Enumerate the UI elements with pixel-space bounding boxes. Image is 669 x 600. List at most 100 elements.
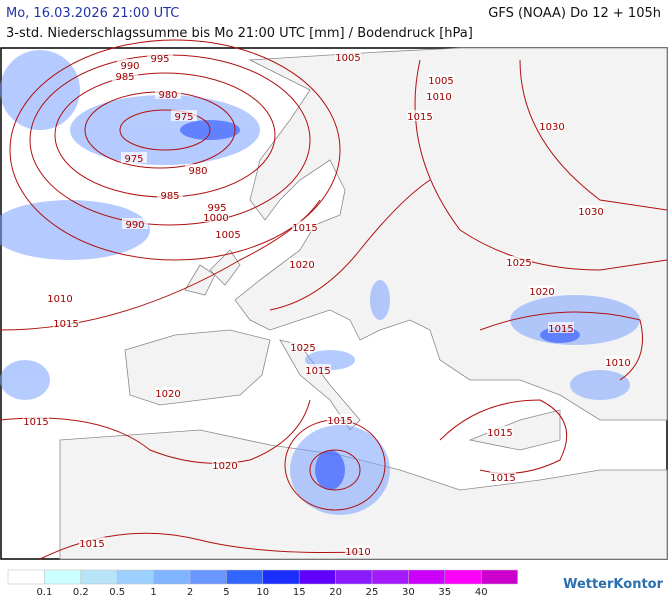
isobar-label-bg xyxy=(426,90,452,101)
isobar-label: 1020 xyxy=(212,461,237,472)
legend-swatch xyxy=(153,569,191,585)
legend-swatch xyxy=(298,569,336,585)
isobar-label: 990 xyxy=(125,220,144,231)
isobar-label: 1005 xyxy=(215,230,240,241)
isobar-label: 1010 xyxy=(605,358,630,369)
isobar-label: 995 xyxy=(150,54,169,65)
legend-label: 40 xyxy=(475,587,488,598)
isobar-label-bg xyxy=(292,221,318,232)
legend-label: 2 xyxy=(187,587,193,598)
isobar-label-bg xyxy=(487,426,513,437)
isobar-label: 975 xyxy=(124,154,143,165)
legend-label: 35 xyxy=(438,587,451,598)
isobar-label: 980 xyxy=(158,90,177,101)
legend-label: 1 xyxy=(150,587,156,598)
isobar-label: 985 xyxy=(160,191,179,202)
isobar-label-bg xyxy=(490,471,516,482)
isobar-label: 1015 xyxy=(23,417,48,428)
isobar-label: 1015 xyxy=(407,112,432,123)
isobar-label-bg xyxy=(203,211,229,222)
isobar-label: 1025 xyxy=(506,258,531,269)
legend-label: 0.5 xyxy=(109,587,125,598)
isobar-label: 1010 xyxy=(426,92,451,103)
isobar-label-bg xyxy=(117,59,143,70)
isobar-label-bg xyxy=(290,341,316,352)
isobar-label-bg xyxy=(122,218,148,229)
isobar-label: 1000 xyxy=(203,213,228,224)
isobar-label-bg xyxy=(578,205,604,216)
legend-swatch xyxy=(189,569,227,585)
isobar-label: 1015 xyxy=(327,416,352,427)
isobar-label: 1015 xyxy=(548,324,573,335)
isobar-label-bg xyxy=(185,164,211,175)
legend-label: 15 xyxy=(293,587,306,598)
isobar-label-bg xyxy=(605,356,631,367)
legend-swatch xyxy=(262,569,300,585)
isobar-label: 1030 xyxy=(539,122,564,133)
isobar-label: 1015 xyxy=(305,366,330,377)
isobar-label: 1015 xyxy=(490,473,515,484)
legend-swatch xyxy=(116,569,154,585)
legend-swatch xyxy=(7,569,45,585)
isobar-label: 1010 xyxy=(47,294,72,305)
valid-time: Mo, 16.03.2026 21:00 UTC xyxy=(6,6,180,21)
legend-label: 10 xyxy=(256,587,269,598)
isobar-label: 1020 xyxy=(155,389,180,400)
map-subtitle: 3-std. Niederschlagssumme bis Mo 21:00 U… xyxy=(6,26,473,41)
legend-label: 0.2 xyxy=(73,587,89,598)
isobar-label-bg xyxy=(289,258,315,269)
legend-swatch xyxy=(226,569,264,585)
isobar-label: 975 xyxy=(174,112,193,123)
isobar-label-bg xyxy=(47,292,73,303)
isobar-label: 1025 xyxy=(290,343,315,354)
isobar-label: 990 xyxy=(120,61,139,72)
isobar-label-bg xyxy=(345,545,371,556)
isobar-label: 1015 xyxy=(487,428,512,439)
legend-swatch xyxy=(371,569,409,585)
brand: WetterKontor xyxy=(563,577,664,592)
legend-label: 0.1 xyxy=(36,587,52,598)
isobar-label: 995 xyxy=(207,203,226,214)
isobar-label-bg xyxy=(539,120,565,131)
isobar-label: 985 xyxy=(115,72,134,83)
isobar-label: 1005 xyxy=(428,76,453,87)
isobar-label-bg xyxy=(407,110,433,121)
isobar-label-bg xyxy=(335,51,361,62)
isobar-label-bg xyxy=(215,228,241,239)
legend-swatch xyxy=(44,569,82,585)
isobar-label-bg xyxy=(155,387,181,398)
legend-swatch xyxy=(408,569,446,585)
legend-swatch xyxy=(80,569,118,585)
isobar-label-bg xyxy=(23,415,49,426)
isobar-label-bg xyxy=(157,189,183,200)
isobar-label-bg xyxy=(171,110,197,121)
isobar-label-bg xyxy=(548,322,574,333)
isobar-label: 1015 xyxy=(53,319,78,330)
isobar-label: 1015 xyxy=(79,539,104,550)
isobar-label-bg xyxy=(112,70,138,81)
isobar-label-bg xyxy=(506,256,532,267)
isobar-label: 1010 xyxy=(345,547,370,558)
isobar-label: 980 xyxy=(188,166,207,177)
isobar-label-bg xyxy=(428,74,454,85)
isobar-label: 1020 xyxy=(529,287,554,298)
isobar-label-bg xyxy=(155,88,181,99)
legend-swatch xyxy=(335,569,373,585)
isobar-label-bg xyxy=(79,537,105,548)
isobar-label-bg xyxy=(204,201,230,212)
isobar-label-bg xyxy=(327,414,353,425)
legend-label: 30 xyxy=(402,587,415,598)
isobar-label: 1015 xyxy=(292,223,317,234)
isobar-label-bg xyxy=(121,152,147,163)
isobar-label: 1005 xyxy=(335,53,360,64)
legend-swatch xyxy=(480,569,518,585)
isobar-label-bg xyxy=(212,459,238,470)
isobar-label-bg xyxy=(147,52,173,63)
legend-label: 5 xyxy=(223,587,229,598)
isobar-label-bg xyxy=(529,285,555,296)
model-run: GFS (NOAA) Do 12 + 105h xyxy=(488,6,661,21)
isobar-label-bg xyxy=(305,364,331,375)
legend-swatch xyxy=(444,569,482,585)
